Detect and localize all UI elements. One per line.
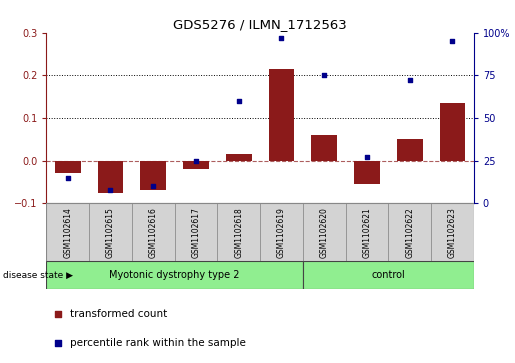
- Bar: [397, 139, 422, 160]
- Text: GSM1102616: GSM1102616: [149, 207, 158, 258]
- Bar: [183, 160, 209, 169]
- Bar: [46, 203, 89, 261]
- Text: GSM1102617: GSM1102617: [192, 207, 200, 258]
- Text: GSM1102619: GSM1102619: [277, 207, 286, 258]
- Point: [106, 187, 114, 192]
- Text: percentile rank within the sample: percentile rank within the sample: [70, 338, 246, 348]
- Bar: [98, 160, 123, 193]
- Text: GSM1102614: GSM1102614: [63, 207, 72, 258]
- Bar: [226, 154, 251, 160]
- Point: [320, 72, 328, 78]
- Title: GDS5276 / ILMN_1712563: GDS5276 / ILMN_1712563: [173, 19, 347, 32]
- Point: [192, 158, 200, 163]
- Point: [363, 154, 371, 160]
- Text: disease state ▶: disease state ▶: [3, 270, 73, 280]
- Bar: [303, 203, 346, 261]
- Point: [63, 175, 72, 181]
- Text: GSM1102620: GSM1102620: [320, 207, 329, 258]
- Point: [149, 183, 157, 189]
- Point: [405, 78, 414, 83]
- Bar: [440, 103, 465, 160]
- Text: GSM1102622: GSM1102622: [405, 207, 414, 258]
- Text: Myotonic dystrophy type 2: Myotonic dystrophy type 2: [109, 270, 240, 280]
- Point: [277, 35, 285, 41]
- Bar: [260, 203, 303, 261]
- Text: GSM1102623: GSM1102623: [448, 207, 457, 258]
- Bar: [303, 261, 474, 289]
- Bar: [269, 69, 294, 160]
- Text: transformed count: transformed count: [70, 309, 167, 319]
- Bar: [132, 203, 175, 261]
- Bar: [388, 203, 431, 261]
- Text: control: control: [371, 270, 405, 280]
- Bar: [55, 160, 80, 174]
- Text: GSM1102615: GSM1102615: [106, 207, 115, 258]
- Point: [234, 98, 243, 104]
- Text: GSM1102618: GSM1102618: [234, 207, 243, 258]
- Bar: [354, 160, 380, 184]
- Point: [448, 38, 456, 44]
- Bar: [89, 203, 132, 261]
- Bar: [312, 135, 337, 160]
- Bar: [46, 261, 303, 289]
- Point: [54, 311, 62, 317]
- Point: [54, 340, 62, 346]
- Bar: [175, 203, 217, 261]
- Bar: [217, 203, 260, 261]
- Text: GSM1102621: GSM1102621: [363, 207, 371, 258]
- Bar: [346, 203, 388, 261]
- Bar: [141, 160, 166, 191]
- Bar: [431, 203, 474, 261]
